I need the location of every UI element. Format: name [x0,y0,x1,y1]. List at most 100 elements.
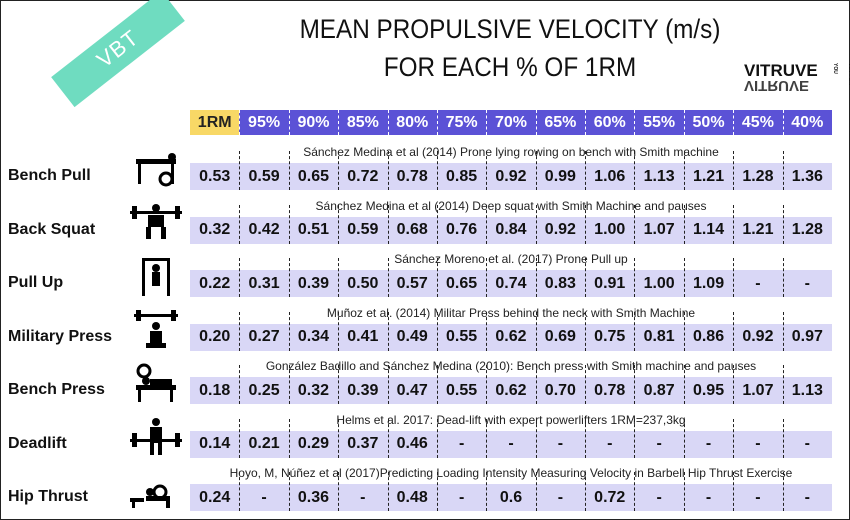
value-cell: - [705,488,712,506]
value-cell: - [360,488,366,506]
page-subtitle: FOR EACH % OF 1RM [383,52,637,82]
column-divider [634,472,636,511]
value-cell: 0.92 [544,221,576,238]
value-cell: 1.09 [692,274,725,292]
source-caption: Helms et al. 2017: Dead-lift with expert… [336,412,686,427]
column-divider [338,258,340,297]
row-background [190,216,832,244]
column-divider [634,204,636,244]
value-cell: - [508,435,514,452]
column-divider [239,418,241,458]
value-cell: 0.91 [594,274,626,292]
column-divider [535,365,537,404]
column-divider [288,204,290,244]
value-cell: - [804,435,810,452]
value-cell: - [755,435,761,452]
row-background [190,377,832,404]
column-divider [585,258,587,297]
value-cell: - [804,274,810,292]
value-cell: 0.92 [742,328,774,345]
vitruve-logo: VITRUVE VITRUVE VBT FOR YOU [744,61,850,94]
value-cell: 0.32 [199,221,231,238]
exercise-label: Pull Up [8,274,64,291]
value-cell: 0.69 [544,328,576,345]
value-cell: 0.49 [396,328,428,345]
value-cell: 1.13 [791,381,823,399]
value-cell: 1.21 [692,167,725,185]
exercise-label: Bench Pull [8,167,91,184]
value-cell: - [656,488,662,506]
value-cell: - [557,488,564,506]
exercise-label: Bench Press [8,381,105,398]
value-cell: 0.68 [396,221,428,238]
column-divider [634,365,636,404]
header-pct: 90% [288,110,339,135]
column-divider [782,151,784,190]
value-cell: 0.62 [495,381,527,399]
value-cell: 0.21 [248,435,280,452]
value-cell: 0.87 [643,381,675,399]
value-cell: 1.21 [742,221,774,238]
column-divider [585,110,587,135]
deadlift-icon [128,417,184,457]
value-cell: 0.99 [544,167,576,185]
column-divider [338,365,340,404]
value-cell: 0.55 [446,328,478,345]
column-divider [338,151,340,190]
header-1rm: 1RM [190,110,240,135]
column-divider [585,418,587,458]
column-divider [535,418,537,458]
value-cell: - [755,488,761,506]
value-cell: 0.47 [396,381,428,399]
column-divider [683,258,685,297]
value-cell: 0.65 [297,167,330,185]
header-pct: 50% [683,110,734,135]
value-cell: 1.36 [791,167,823,185]
column-divider [733,418,735,458]
header-pct: 60% [585,110,635,135]
column-divider [436,151,438,190]
column-divider [683,472,685,511]
column-divider [387,110,389,135]
value-cell: - [755,274,761,292]
column-divider [535,258,537,297]
column-divider [288,258,290,297]
value-cell: 0.81 [643,328,675,345]
value-cell: 0.36 [297,488,330,506]
page-title: MEAN PROPULSIVE VELOCITY (m/s) [299,14,721,44]
column-divider [634,418,636,458]
column-divider [683,151,685,190]
row-background [190,323,832,351]
column-divider [387,258,389,297]
column-divider [486,151,488,190]
value-cell: 0.25 [248,381,280,399]
column-divider [585,204,587,244]
column-divider [683,365,685,404]
source-caption: Muñoz et al. (2014) Militar Press behind… [326,305,696,320]
value-cell: 0.48 [396,488,428,506]
bench-press-icon [128,363,184,403]
column-divider [387,472,389,511]
value-cell: 0.65 [446,274,478,292]
column-divider [782,365,784,404]
value-cell: 1.07 [643,221,675,238]
column-divider [733,311,735,351]
value-cell: 0.57 [396,274,428,292]
column-divider [535,472,537,511]
value-cell: 1.28 [742,167,774,185]
column-divider [338,204,340,244]
value-cell: 0.59 [347,221,379,238]
value-cell: 0.84 [495,221,527,238]
column-divider [486,311,488,351]
column-divider [288,151,290,190]
column-divider [239,258,241,297]
value-cell: 0.72 [594,488,626,506]
header-pct: 85% [338,110,388,135]
value-cell: 0.39 [297,274,330,292]
column-divider [239,204,241,244]
header-pct: 95% [239,110,289,135]
column-divider [436,418,438,458]
value-cell: - [607,435,613,452]
value-cell: 1.07 [742,381,774,399]
value-cell: 0.62 [495,328,527,345]
